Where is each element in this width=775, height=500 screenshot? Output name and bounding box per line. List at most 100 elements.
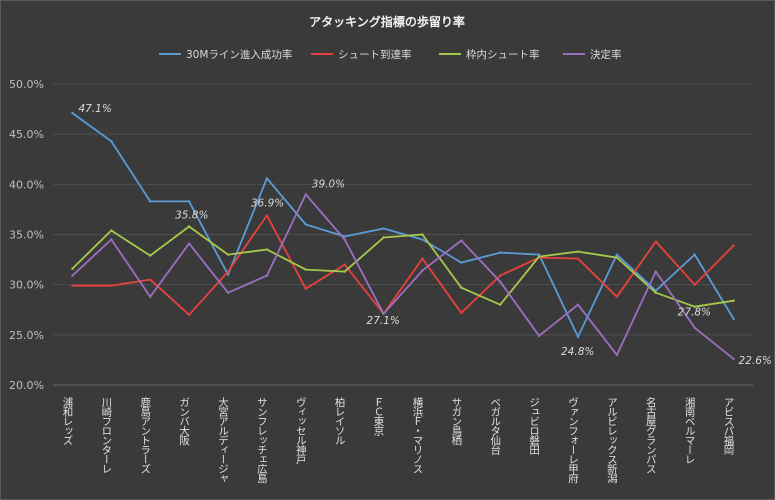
- data-point: [421, 233, 424, 236]
- data-point: [537, 255, 541, 258]
- data-point: [382, 236, 385, 239]
- y-tick-label: 30.0%: [9, 279, 44, 292]
- data-point: [265, 214, 269, 217]
- y-axis: 50.0% 45.0% 40.0% 35.0% 30.0% 25.0% 20.0%: [9, 78, 44, 392]
- data-point: [226, 291, 230, 294]
- series-line-4: [71, 193, 735, 360]
- data-point: [110, 229, 113, 232]
- x-tick-label: サガン鳥栖: [450, 397, 462, 446]
- data-label: 35.8%: [175, 209, 208, 221]
- data-point: [304, 287, 307, 290]
- data-point: [149, 254, 152, 257]
- y-tick-label: 25.0%: [9, 329, 44, 342]
- data-point: [421, 238, 424, 241]
- legend: 30Mライン進入成功率 シュート到達率 枠内シュート率 決定率: [159, 48, 622, 61]
- data-point: [149, 295, 152, 298]
- legend-entry: シュート到達率: [338, 48, 412, 61]
- series-glow: [71, 193, 735, 360]
- data-point: [460, 311, 463, 314]
- data-point: [343, 238, 346, 241]
- data-point: [499, 303, 502, 306]
- series-glow: [71, 112, 735, 338]
- data-point: [304, 193, 307, 196]
- data-point: [187, 242, 191, 245]
- series-line-2: [71, 214, 735, 316]
- data-point: [537, 334, 541, 338]
- data-point: [304, 268, 307, 271]
- legend-entry: 決定率: [590, 48, 622, 61]
- chart-title: アタッキング指標の歩留り率: [309, 14, 465, 29]
- data-point: [71, 111, 74, 115]
- y-tick-label: 45.0%: [9, 128, 44, 141]
- data-point: [499, 280, 502, 283]
- data-point: [576, 335, 580, 339]
- data-point: [304, 223, 307, 226]
- x-tick-label: 川崎フロンターレ: [100, 397, 112, 473]
- data-point: [421, 257, 424, 260]
- data-label: 22.6%: [739, 355, 772, 367]
- data-point: [71, 274, 74, 277]
- x-tick-label: ベガルタ仙台: [489, 397, 501, 456]
- data-point: [615, 353, 619, 357]
- data-point: [460, 261, 463, 264]
- data-point: [654, 240, 657, 243]
- x-tick-label: サンフレッチェ広島: [256, 397, 268, 484]
- data-point: [71, 267, 74, 270]
- x-tick-label: 浦和レッズ: [61, 396, 73, 445]
- x-tick-label: ヴァンフォーレ甲府: [567, 396, 579, 484]
- data-point: [654, 270, 657, 273]
- data-point: [226, 273, 230, 276]
- data-point: [499, 251, 502, 254]
- data-point: [615, 295, 619, 298]
- data-point: [732, 244, 735, 247]
- x-tick-label: アビスパ福岡: [723, 397, 735, 456]
- data-point: [110, 284, 113, 287]
- x-tick-label: アルビレックス新潟: [606, 397, 618, 484]
- data-point: [265, 248, 269, 251]
- data-point: [576, 257, 580, 260]
- data-point: [226, 270, 230, 273]
- x-tick-label: 大宮アルディージャ: [217, 396, 229, 482]
- x-tick-label: 鹿島アントラーズ: [139, 396, 151, 474]
- data-point: [576, 303, 580, 306]
- data-label: 27.1%: [367, 315, 400, 327]
- data-point: [615, 253, 619, 256]
- data-point: [421, 269, 424, 272]
- data-point: [732, 299, 735, 302]
- legend-entry: 30Mライン進入成功率: [186, 48, 292, 61]
- data-point: [693, 305, 696, 308]
- data-point: [460, 239, 463, 242]
- data-point: [693, 253, 696, 256]
- data-point: [187, 225, 191, 228]
- data-point: [615, 256, 619, 259]
- data-point: [693, 326, 696, 330]
- data-point: [226, 253, 230, 256]
- data-point: [460, 286, 463, 289]
- series-lines: [71, 111, 735, 361]
- data-label: 36.9%: [251, 197, 284, 209]
- data-point: [382, 227, 385, 230]
- data-point: [265, 177, 269, 180]
- data-point: [499, 274, 502, 277]
- data-point: [576, 250, 580, 253]
- x-tick-label: 湘南ベルマーレ: [684, 396, 696, 463]
- data-point: [693, 283, 696, 286]
- data-labels: 47.1% 35.8% 36.9% 39.0% 27.1% 24.8% 27.8% 22.6%: [78, 103, 771, 367]
- y-tick-label: 20.0%: [9, 379, 44, 392]
- x-tick-label: 柏レイソル: [334, 396, 346, 444]
- x-tick-label: ＦＣ東京: [373, 397, 385, 437]
- data-point: [187, 200, 191, 203]
- y-tick-label: 35.0%: [9, 229, 44, 242]
- data-point: [732, 357, 735, 361]
- data-point: [654, 291, 657, 294]
- x-tick-label: 名古屋グランパス: [645, 396, 657, 474]
- y-tick-label: 50.0%: [9, 78, 44, 91]
- data-label: 47.1%: [78, 103, 111, 115]
- data-point: [187, 313, 191, 316]
- x-axis: 浦和レッズ 川崎フロンターレ 鹿島アントラーズ ガンバ大阪 大宮アルディージャ サンフレッ…: [61, 396, 734, 484]
- y-tick-label: 40.0%: [9, 178, 44, 191]
- data-point: [732, 317, 735, 320]
- data-point: [71, 284, 74, 287]
- series-line-1: [71, 112, 735, 338]
